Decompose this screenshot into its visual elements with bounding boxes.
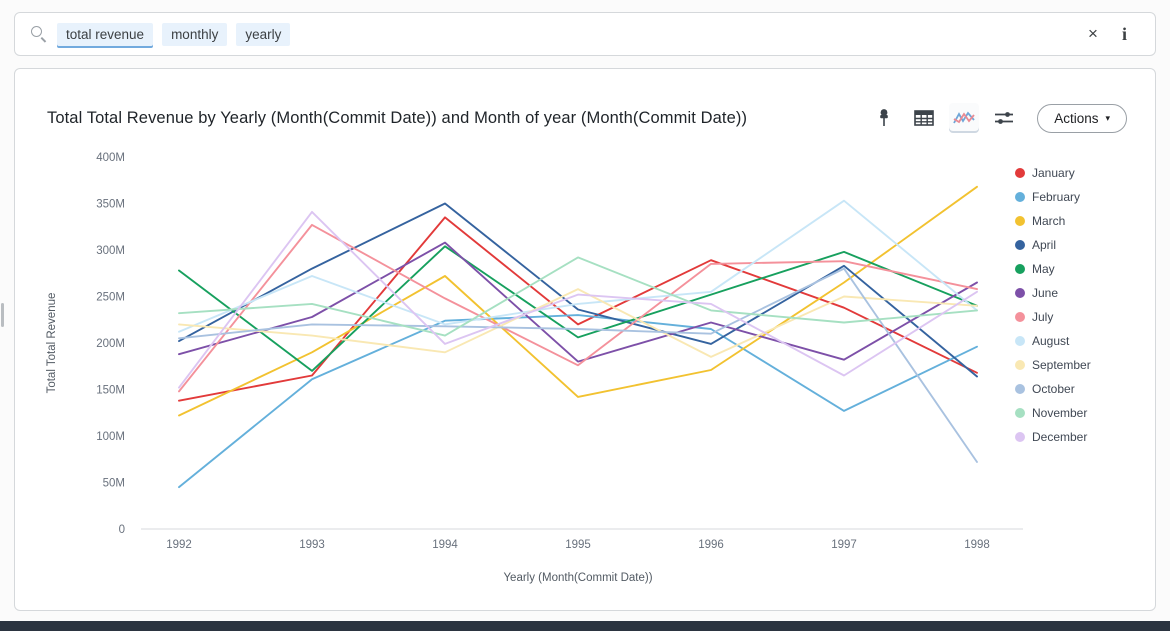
legend-dot: [1015, 384, 1025, 394]
series-line-december[interactable]: [178, 210, 978, 389]
legend-dot: [1015, 168, 1025, 178]
y-tick-label: 250M: [96, 292, 125, 304]
x-tick-label: 1993: [299, 539, 325, 551]
legend-label: September: [1032, 358, 1091, 372]
chart-area[interactable]: 0 50M 100M 150M 200M 250M 300M 350M 400M 1992 1993…: [33, 147, 1033, 602]
legend-dot: [1015, 216, 1025, 226]
search-token-yearly[interactable]: yearly: [236, 22, 291, 46]
series-line-november[interactable]: [178, 256, 978, 337]
legend-item-july[interactable]: July: [1015, 305, 1133, 329]
line-chart-icon[interactable]: [949, 103, 980, 133]
panel-drag-handle[interactable]: [1, 303, 4, 327]
x-tick-label: 1998: [964, 539, 990, 551]
y-tick-label: 100M: [96, 431, 125, 443]
legend-label: December: [1032, 430, 1088, 444]
legend-item-june[interactable]: June: [1015, 281, 1133, 305]
clear-search-icon[interactable]: ×: [1088, 24, 1098, 43]
y-tick-label: 300M: [96, 245, 125, 257]
legend-label: July: [1032, 310, 1054, 324]
legend-dot: [1015, 336, 1025, 346]
search-token-total-revenue[interactable]: total revenue: [57, 22, 154, 46]
actions-button[interactable]: Actions ▾: [1037, 103, 1127, 133]
legend-label: August: [1032, 334, 1070, 348]
x-tick-label: 1997: [831, 539, 857, 551]
x-tick-label: 1996: [698, 539, 724, 551]
pin-icon[interactable]: [869, 103, 899, 133]
legend-label: June: [1032, 286, 1059, 300]
legend-item-february[interactable]: February: [1015, 185, 1133, 209]
chart-legend: January February March April May June July Augu…: [1015, 161, 1133, 449]
legend-label: January: [1032, 166, 1075, 180]
legend-item-september[interactable]: September: [1015, 353, 1133, 377]
chevron-down-icon: ▾: [1105, 112, 1110, 123]
legend-dot: [1015, 360, 1025, 370]
y-tick-label: 0: [119, 524, 125, 536]
legend-dot: [1015, 432, 1025, 442]
series-line-september[interactable]: [178, 288, 978, 358]
series-line-february[interactable]: [178, 314, 978, 489]
legend-label: March: [1032, 214, 1066, 228]
x-axis-title: Yearly (Month(Commit Date)): [503, 572, 652, 584]
bottom-panel-edge: [0, 621, 1170, 631]
series-line-january[interactable]: [178, 216, 978, 402]
legend-label: May: [1032, 262, 1055, 276]
legend-item-october[interactable]: October: [1015, 377, 1133, 401]
settings-sliders-icon[interactable]: [989, 103, 1019, 133]
legend-item-august[interactable]: August: [1015, 329, 1133, 353]
series-line-august[interactable]: [178, 199, 978, 333]
legend-label: October: [1032, 382, 1075, 396]
x-tick-label: 1994: [432, 539, 458, 551]
legend-label: February: [1032, 190, 1081, 204]
x-tick-label: 1995: [565, 539, 591, 551]
legend-dot: [1015, 264, 1025, 274]
legend-item-december[interactable]: December: [1015, 425, 1133, 449]
legend-item-march[interactable]: March: [1015, 209, 1133, 233]
viz-toolbar: Actions ▾: [869, 103, 1127, 133]
series-line-april[interactable]: [178, 202, 978, 378]
y-tick-label: 350M: [96, 199, 125, 211]
legend-item-may[interactable]: May: [1015, 257, 1133, 281]
legend-item-november[interactable]: November: [1015, 401, 1133, 425]
y-tick-label: 150M: [96, 385, 125, 397]
table-icon[interactable]: [909, 103, 939, 133]
legend-dot: [1015, 408, 1025, 418]
y-tick-label: 50M: [103, 478, 125, 490]
legend-dot: [1015, 288, 1025, 298]
x-tick-label: 1992: [166, 539, 192, 551]
series-line-july[interactable]: [178, 223, 978, 393]
info-icon[interactable]: i: [1121, 23, 1127, 44]
legend-item-april[interactable]: April: [1015, 233, 1133, 257]
legend-dot: [1015, 312, 1025, 322]
series-line-june[interactable]: [178, 241, 978, 363]
visualization-card: Total Total Revenue by Yearly (Month(Com…: [14, 68, 1156, 611]
search-icon: [31, 26, 47, 43]
legend-dot: [1015, 240, 1025, 250]
search-token-monthly[interactable]: monthly: [162, 22, 228, 46]
y-tick-label: 400M: [96, 152, 125, 164]
line-chart[interactable]: 0 50M 100M 150M 200M 250M 300M 350M 400M 1992 1993…: [33, 147, 1033, 597]
y-axis-title: Total Total Revenue: [46, 293, 58, 394]
chart-title: Total Total Revenue by Yearly (Month(Com…: [47, 108, 748, 127]
legend-item-january[interactable]: January: [1015, 161, 1133, 185]
series-line-october[interactable]: [178, 267, 978, 463]
card-header: Total Total Revenue by Yearly (Month(Com…: [47, 101, 1127, 135]
series-line-march[interactable]: [178, 185, 978, 417]
y-tick-label: 200M: [96, 338, 125, 350]
legend-label: April: [1032, 238, 1057, 252]
legend-dot: [1015, 192, 1025, 202]
legend-label: November: [1032, 406, 1088, 420]
series-line-may[interactable]: [178, 245, 978, 372]
search-bar[interactable]: total revenue monthly yearly × i: [14, 12, 1156, 56]
